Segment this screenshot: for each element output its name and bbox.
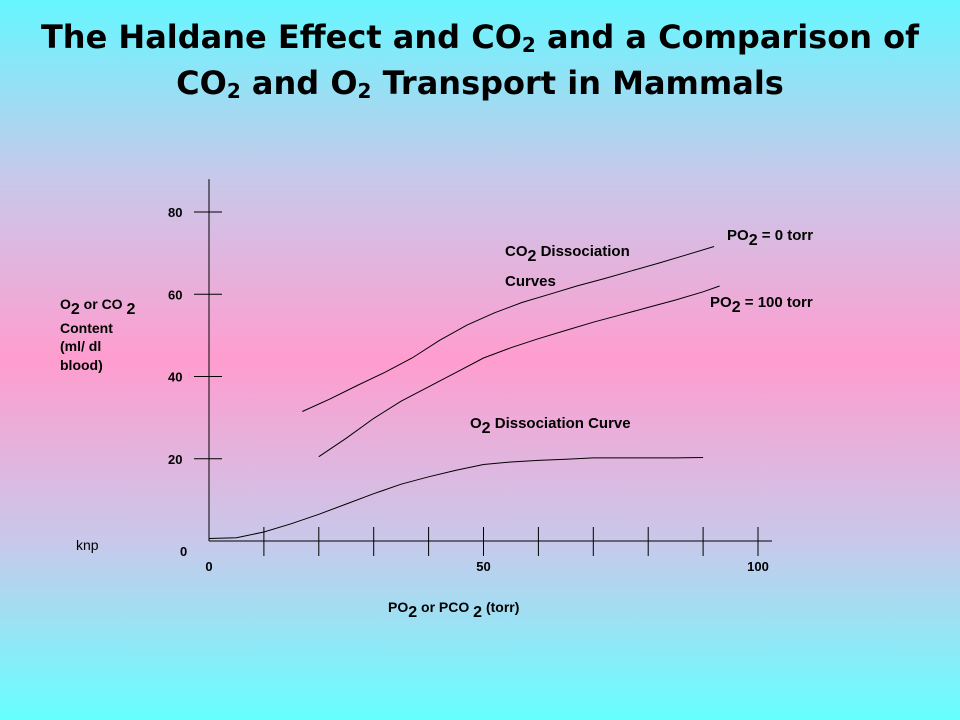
y-tick-label-60: 60 [168, 287, 182, 302]
co2-curves-annotation-line-2: Curves [505, 273, 556, 290]
y-axis-label-line-4: blood) [60, 357, 103, 373]
y-tick-label-0: 0 [180, 544, 187, 559]
y-axis-label-line-3: (ml/ dl [60, 338, 101, 354]
series-label-o2: O2 Dissociation Curve [470, 415, 631, 437]
chart-ticks: 0 20 40 60 80 0 50 100 [168, 205, 769, 574]
series-line-po2-100 [318, 285, 720, 458]
chart-series [208, 246, 720, 539]
series-line-o2 [208, 457, 704, 539]
y-tick-label-80: 80 [168, 205, 182, 220]
y-axis-label-line-2: Content [60, 320, 113, 336]
x-axis-label: PO2 or PCO 2 (torr) [388, 599, 519, 621]
series-label-po2-0: PO2 = 0 torr [727, 227, 813, 249]
series-line-po2-0 [302, 246, 715, 412]
knp-label: knp [76, 537, 99, 553]
y-tick-label-40: 40 [168, 370, 182, 385]
co2-curves-annotation-line-1: CO2 Dissociation [505, 243, 630, 265]
y-axis-label-line-1: O2 or CO 2 [60, 296, 135, 318]
x-tick-label-0: 0 [205, 559, 212, 574]
x-tick-label-50: 50 [476, 559, 490, 574]
x-tick-label-100: 100 [747, 559, 769, 574]
series-label-po2-100: PO2 = 100 torr [710, 294, 813, 316]
slide-title: The Haldane Effect and CO2 and a Compari… [40, 18, 920, 103]
chart-axes [208, 179, 772, 542]
y-tick-label-20: 20 [168, 452, 182, 467]
